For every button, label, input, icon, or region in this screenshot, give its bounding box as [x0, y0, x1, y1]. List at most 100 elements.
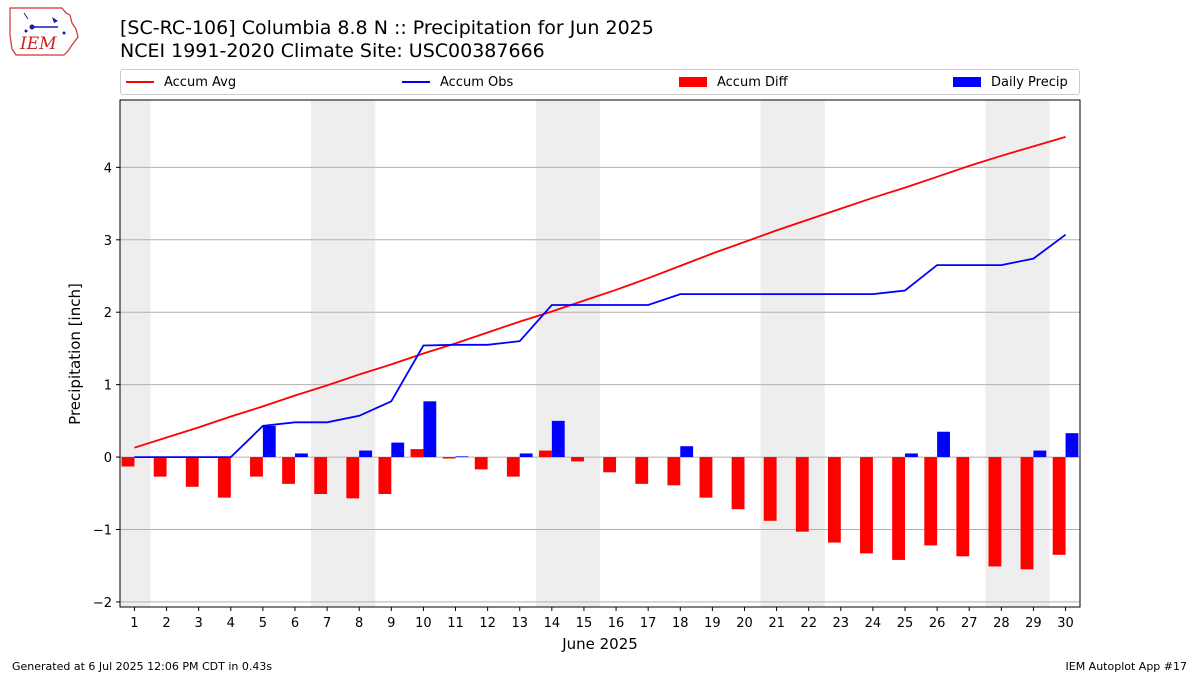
daily-precip-bar-11: [455, 456, 469, 458]
accum-diff-bar-5: [250, 457, 263, 477]
legend-label-daily-precip: Daily Precip: [991, 74, 1068, 90]
y-axis-label: Precipitation [inch]: [66, 283, 84, 425]
x-tick-label-6: 6: [291, 616, 299, 631]
legend-item-accum-avg: Accum Avg: [126, 70, 236, 94]
accum-diff-bar-11: [442, 457, 456, 459]
accum-diff-bar-6: [282, 457, 295, 484]
x-tick-label-25: 25: [897, 616, 914, 631]
x-tick-label-23: 23: [833, 616, 850, 631]
accum-diff-bar-13: [506, 457, 520, 477]
accum-diff-bar-21: [763, 457, 777, 521]
x-tick-label-24: 24: [865, 616, 882, 631]
footer-app: IEM Autoplot App #17: [1065, 660, 1188, 673]
accum-diff-bar-20: [731, 457, 745, 510]
legend-label-accum-obs: Accum Obs: [440, 74, 514, 90]
footer-generated: Generated at 6 Jul 2025 12:06 PM CDT in …: [12, 660, 273, 673]
y-tick-label-3: 3: [104, 234, 112, 249]
legend-swatch-accum-obs: [402, 81, 430, 83]
legend-swatch-accum-avg: [126, 81, 154, 83]
x-tick-label-12: 12: [479, 616, 496, 631]
legend-label-accum-diff: Accum Diff: [717, 74, 788, 90]
accum-diff-bar-24: [860, 457, 873, 554]
accum-diff-bar-26: [924, 457, 938, 546]
y-tick-label-0: 0: [104, 451, 112, 466]
x-tick-label-26: 26: [929, 616, 946, 631]
x-tick-label-7: 7: [323, 616, 331, 631]
weekend-shade-1: [120, 100, 151, 607]
weekend-shade-4: [760, 100, 825, 607]
accum-diff-bar-19: [699, 457, 713, 498]
daily-precip-bar-13: [519, 453, 533, 458]
accum-obs-line: [134, 233, 1067, 459]
iem-logo: IEM: [6, 5, 82, 59]
daily-precip-bar-8: [359, 450, 373, 458]
x-tick-label-14: 14: [544, 616, 561, 631]
y-tick-label--2: −2: [93, 596, 112, 611]
accum-diff-bar-29: [1020, 457, 1034, 570]
daily-precip-bar-25: [905, 453, 918, 458]
x-tick-label-9: 9: [387, 616, 395, 631]
accum-avg-line: [134, 136, 1066, 449]
x-tick-label-21: 21: [768, 616, 785, 631]
legend-item-accum-diff: Accum Diff: [679, 70, 788, 94]
accum-diff-bar-28: [988, 457, 1002, 567]
accum-diff-bar-1: [121, 457, 135, 467]
daily-precip-bar-29: [1033, 450, 1047, 458]
daily-precip-bar-30: [1065, 433, 1079, 458]
accum-diff-bar-8: [346, 457, 360, 499]
x-tick-label-22: 22: [800, 616, 817, 631]
legend-item-daily-precip: Daily Precip: [953, 70, 1068, 94]
accum-diff-bar-4: [217, 457, 231, 498]
x-tick-label-27: 27: [961, 616, 978, 631]
x-tick-label-16: 16: [608, 616, 625, 631]
accum-diff-bar-16: [603, 457, 617, 473]
daily-precip-bar-14: [551, 420, 565, 458]
accum-diff-bar-27: [956, 457, 970, 557]
weekend-shade-3: [535, 100, 600, 607]
daily-precip-bar-5: [262, 425, 276, 458]
accum-diff-bar-3: [185, 457, 199, 487]
x-tick-label-19: 19: [704, 616, 721, 631]
x-tick-label-10: 10: [415, 616, 432, 631]
accum-diff-bar-18: [667, 457, 681, 486]
x-tick-label-28: 28: [993, 616, 1010, 631]
chart-title: [SC-RC-106] Columbia 8.8 N :: Precipitat…: [120, 17, 654, 39]
accum-diff-bar-22: [795, 457, 809, 532]
x-tick-label-3: 3: [195, 616, 203, 631]
accum-diff-bar-14: [538, 450, 552, 458]
x-axis-label: June 2025: [561, 635, 638, 653]
x-tick-label-13: 13: [511, 616, 528, 631]
accum-diff-bar-9: [378, 457, 392, 495]
legend-swatch-accum-diff: [679, 77, 707, 87]
daily-precip-bar-9: [391, 442, 405, 458]
weekend-shade-2: [311, 100, 376, 607]
legend-swatch-daily-precip: [953, 77, 981, 87]
x-tick-label-17: 17: [640, 616, 657, 631]
accum-diff-bar-10: [410, 449, 424, 458]
x-tick-label-30: 30: [1057, 616, 1074, 631]
x-tick-label-1: 1: [130, 616, 138, 631]
x-tick-label-11: 11: [447, 616, 464, 631]
y-tick-label-2: 2: [104, 306, 112, 321]
y-tick-label--1: −1: [93, 524, 112, 539]
daily-precip-bar-10: [423, 401, 437, 458]
accum-diff-bar-12: [474, 457, 488, 470]
accum-diff-bar-7: [314, 457, 328, 495]
daily-precip-bar-18: [680, 446, 694, 458]
legend-label-accum-avg: Accum Avg: [164, 74, 237, 90]
daily-precip-bar-6: [294, 453, 308, 458]
x-tick-label-20: 20: [736, 616, 753, 631]
y-tick-label-4: 4: [104, 161, 112, 176]
accum-diff-bar-25: [892, 457, 906, 560]
x-tick-label-2: 2: [162, 616, 170, 631]
logo-text: IEM: [19, 34, 57, 54]
x-tick-label-15: 15: [576, 616, 593, 631]
chart-subtitle: NCEI 1991-2020 Climate Site: USC00387666: [120, 40, 545, 62]
legend-item-accum-obs: Accum Obs: [402, 70, 513, 94]
accum-diff-bar-17: [635, 457, 649, 484]
accum-diff-bar-15: [571, 457, 584, 462]
accum-diff-bar-2: [153, 457, 167, 477]
y-tick-label-1: 1: [104, 379, 112, 394]
x-tick-label-8: 8: [355, 616, 363, 631]
